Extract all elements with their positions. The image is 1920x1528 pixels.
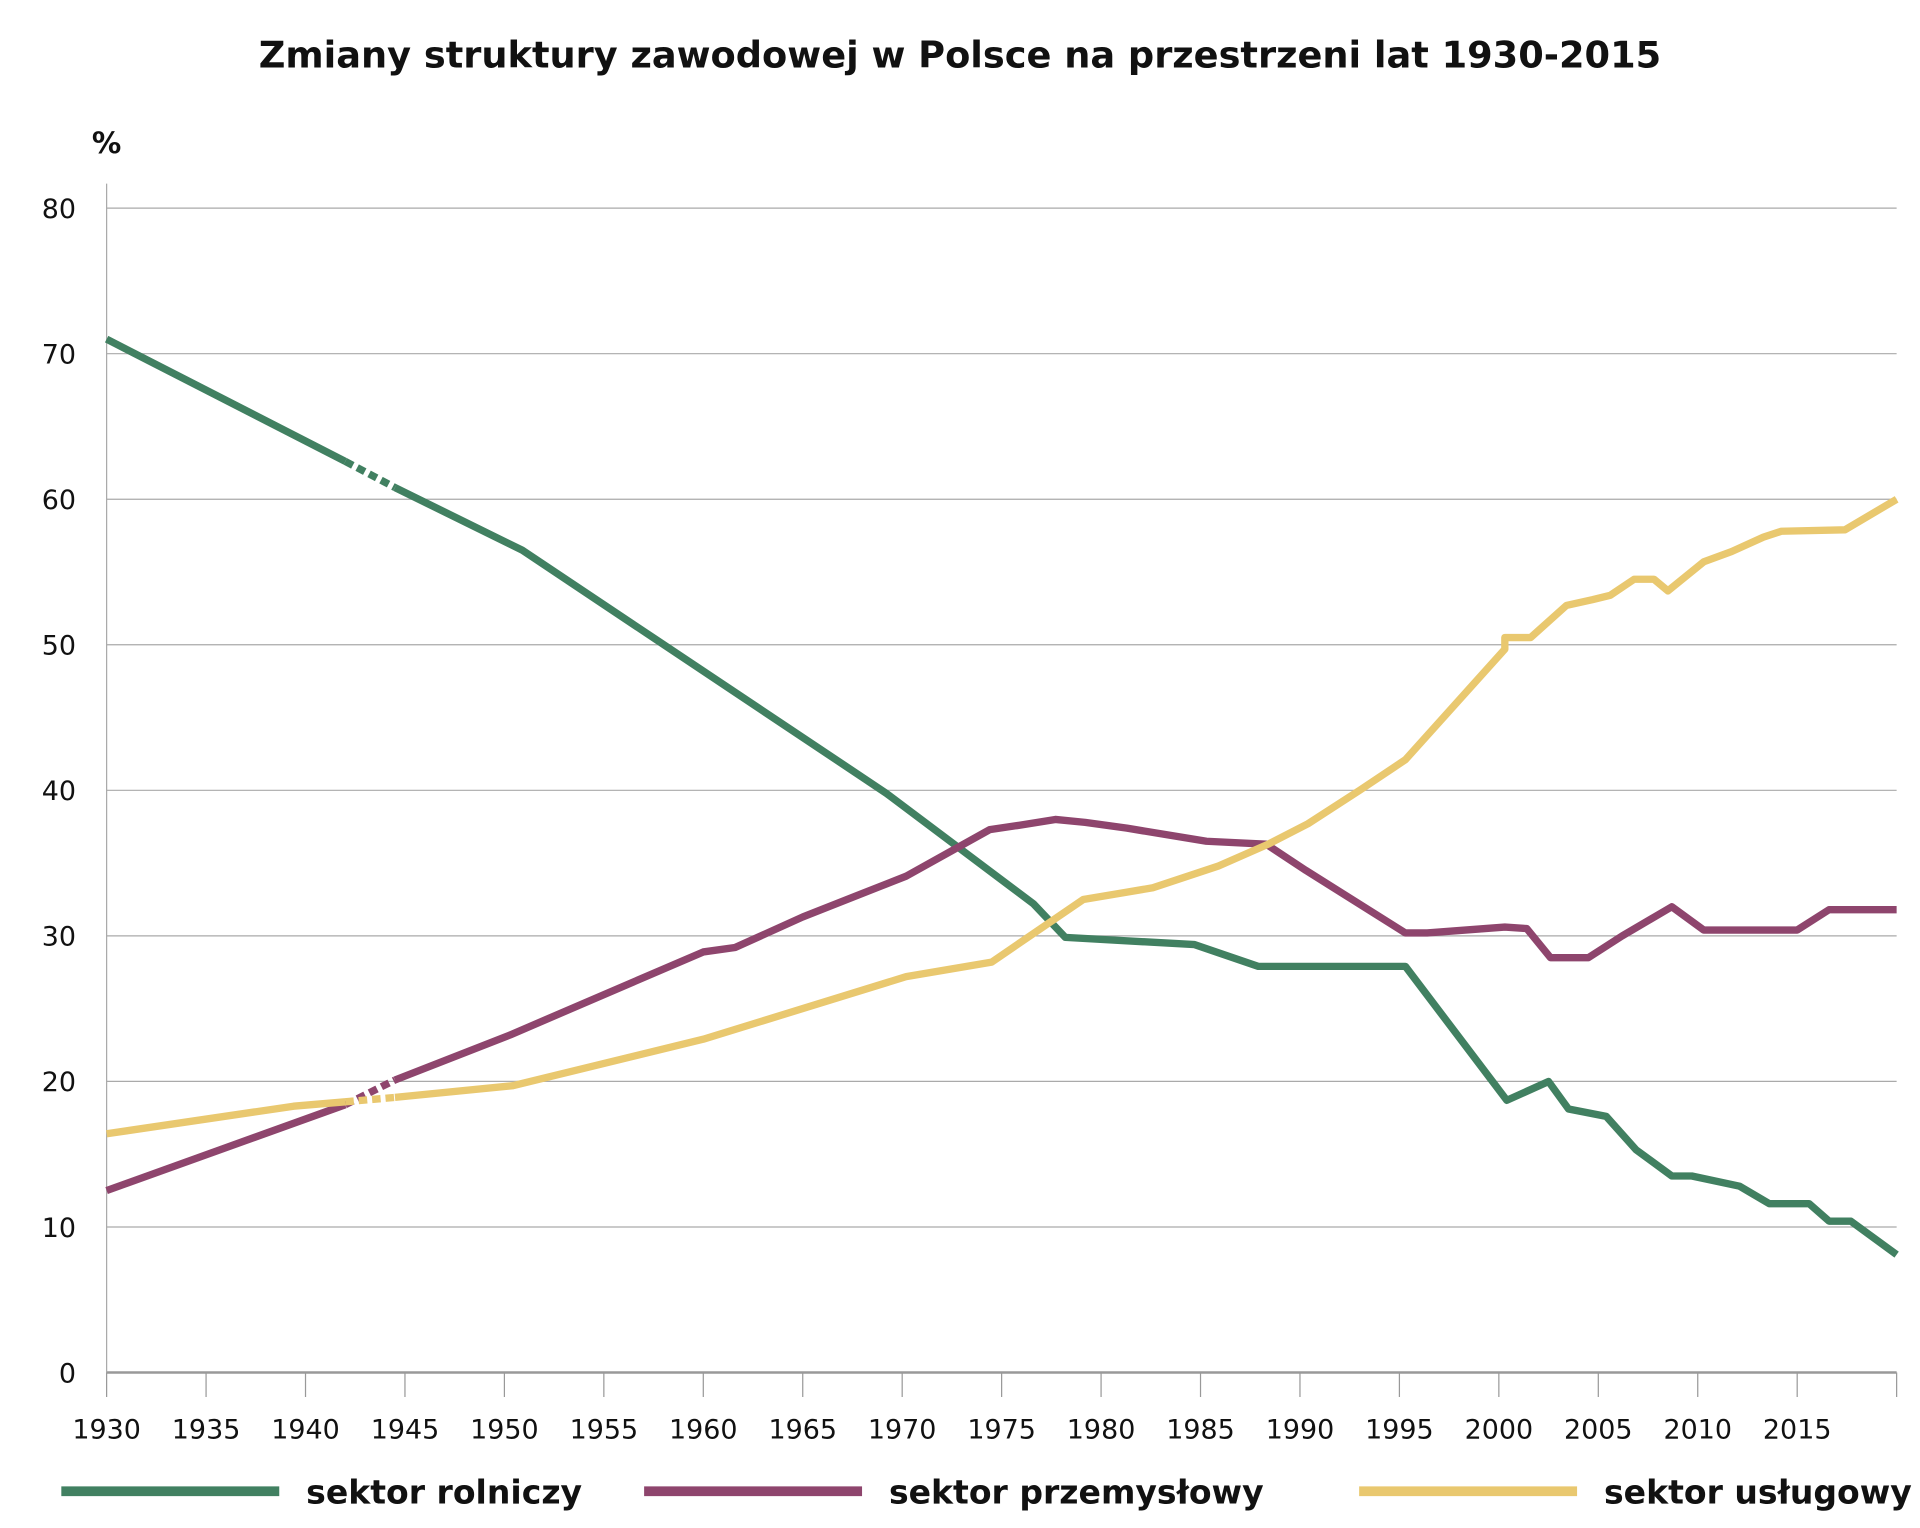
chart-title: Zmiany struktury zawodowej w Polsce na p…	[259, 33, 1661, 76]
y-tick-label: 0	[59, 1358, 76, 1389]
x-tick-label: 1995	[1365, 1415, 1434, 1446]
series-lines	[104, 335, 1899, 1258]
x-tick-label: 1965	[768, 1415, 837, 1446]
series-line-2	[106, 1098, 346, 1138]
y-axis-label: %	[92, 126, 121, 160]
series-line-2-cont	[394, 496, 1899, 1102]
x-tick-label: 2010	[1663, 1415, 1732, 1446]
x-tick-label: 1970	[868, 1415, 937, 1446]
y-axis-ticks: 0 10 20 30 40 50 60 70 80	[42, 194, 76, 1389]
gridlines	[106, 207, 1897, 1374]
x-tick-label: 1960	[669, 1415, 738, 1446]
x-tick-label: 2000	[1465, 1415, 1534, 1446]
series-line-1-cont	[393, 815, 1897, 1084]
series-line-1	[105, 1101, 347, 1195]
x-tick-label: 1990	[1266, 1415, 1335, 1446]
series-line-dashed-2	[344, 1093, 396, 1106]
series-line-dashed-0	[343, 458, 397, 491]
y-tick-label: 20	[42, 1067, 76, 1098]
x-tick-label: 1930	[72, 1415, 141, 1446]
series-line-dashed-1	[343, 1076, 397, 1109]
x-tick-label: 1935	[172, 1415, 241, 1446]
y-tick-label: 10	[42, 1213, 76, 1244]
y-tick-label: 30	[42, 922, 76, 953]
y-tick-label: 50	[42, 631, 76, 662]
x-tick-label: 1975	[967, 1415, 1036, 1446]
series-line-0	[104, 335, 347, 465]
y-tick-label: 40	[42, 776, 76, 807]
x-tick-label: 1950	[470, 1415, 539, 1446]
x-tick-label: 1940	[271, 1415, 340, 1446]
legend-label: sektor przemysłowy	[889, 1473, 1264, 1512]
x-tick-label: 1985	[1166, 1415, 1235, 1446]
y-tick-label: 60	[42, 485, 76, 516]
x-tick-label: 1945	[371, 1415, 440, 1446]
x-tick-label: 1955	[570, 1415, 639, 1446]
series-line-0-cont	[393, 484, 1899, 1258]
y-tick-label: 80	[42, 194, 76, 225]
x-tick-label: 2005	[1564, 1415, 1633, 1446]
legend-label: sektor usługowy	[1604, 1473, 1912, 1512]
x-axis-ticks: 1930 1935 1940 1945 1950 1955 1960 1965 1970 1975…	[72, 1372, 1898, 1446]
y-tick-label: 70	[42, 339, 76, 370]
legend-label: sektor rolniczy	[306, 1473, 582, 1512]
legend: sektor rolniczy sektor przemysłowy sektor …	[61, 1473, 1912, 1512]
x-tick-label: 1980	[1067, 1415, 1136, 1446]
x-tick-label: 2015	[1763, 1415, 1832, 1446]
